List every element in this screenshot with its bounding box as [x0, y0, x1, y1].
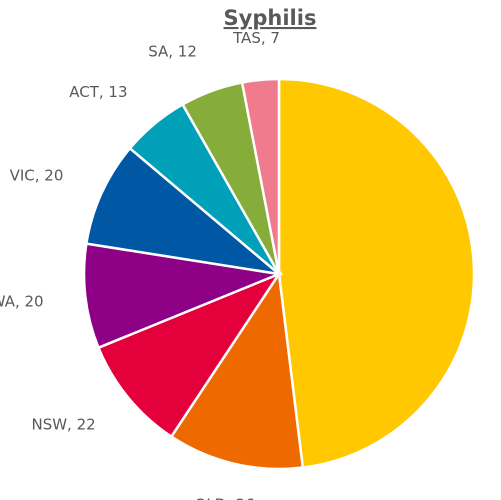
- slice-label-act: ACT, 13: [69, 83, 127, 101]
- pie-slices: [82, 77, 476, 471]
- slice-label-nsw: NSW, 22: [31, 415, 95, 433]
- chart-title: Syphilis: [224, 6, 317, 30]
- slice-label-qld: QLD, 26: [195, 496, 255, 500]
- pie-slice-nt: [277, 77, 476, 469]
- slice-label-vic: VIC, 20: [10, 167, 64, 185]
- slice-label-wa: WA, 20: [0, 292, 44, 310]
- pie-slice-nsw: [96, 271, 283, 439]
- pie-slice-wa: [82, 242, 284, 350]
- slice-label-tas: TAS, 7: [232, 29, 280, 47]
- pie-slice-vic: [84, 146, 284, 276]
- pie-slice-qld: [169, 270, 305, 471]
- slice-label-sa: SA, 12: [148, 43, 197, 61]
- pie-slice-tas: [240, 77, 281, 275]
